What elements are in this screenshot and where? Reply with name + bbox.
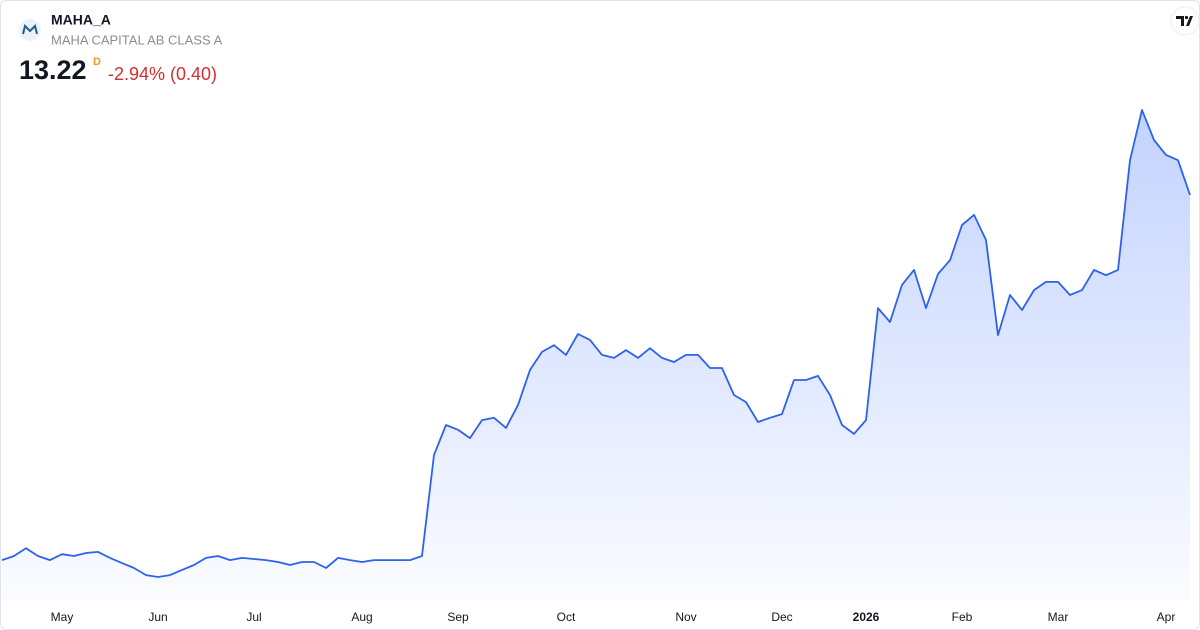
x-tick-label: Dec bbox=[771, 610, 792, 624]
x-tick-label: Aug bbox=[351, 610, 372, 624]
x-tick-label: Feb bbox=[952, 610, 973, 624]
symbol: MAHA_A bbox=[51, 12, 111, 28]
x-tick-label: Jul bbox=[246, 610, 261, 624]
x-tick-label: Apr bbox=[1157, 610, 1176, 624]
x-tick-label: Sep bbox=[447, 610, 469, 624]
company-name: MAHA CAPITAL AB CLASS A bbox=[51, 32, 223, 47]
x-tick-label: Oct bbox=[557, 610, 576, 624]
area bbox=[2, 110, 1190, 600]
x-tick-label: Jun bbox=[148, 610, 167, 624]
change: -2.94% (0.40) bbox=[108, 64, 217, 84]
price-line bbox=[1, 109, 1191, 578]
interval: D bbox=[93, 56, 101, 68]
x-tick-label: Mar bbox=[1048, 610, 1069, 624]
x-tick-label: May bbox=[51, 610, 74, 624]
x-tick-label: 2026 bbox=[853, 610, 880, 624]
price: 13.22 bbox=[19, 55, 87, 85]
logo-mark bbox=[22, 24, 38, 35]
tv-logo[interactable] bbox=[1170, 6, 1200, 36]
x-tick-label: Nov bbox=[675, 610, 696, 624]
